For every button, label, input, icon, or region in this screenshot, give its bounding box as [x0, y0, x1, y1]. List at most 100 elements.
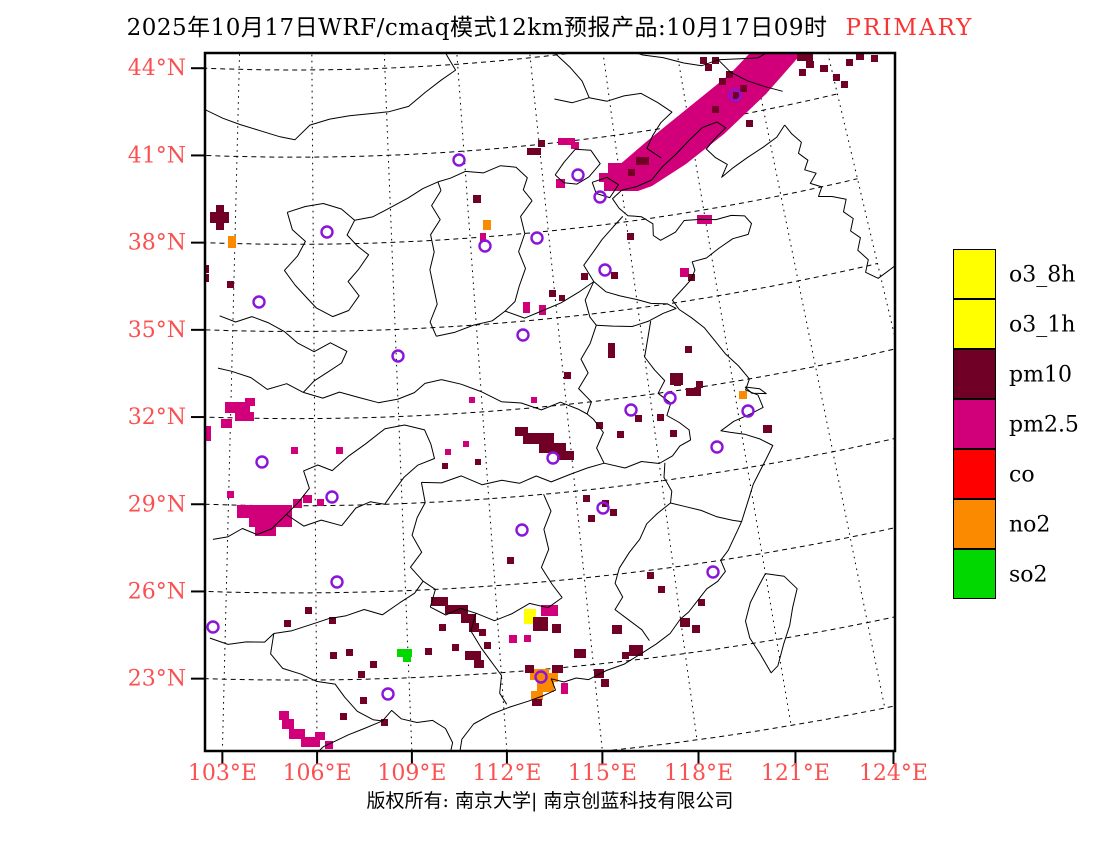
legend-swatch-pm10 — [953, 349, 996, 399]
pollutant-cell-d — [680, 618, 690, 627]
pollutant-cell-d — [705, 64, 712, 71]
pollutant-cell-o — [739, 391, 747, 399]
pollutant-cell-d — [799, 69, 806, 76]
legend-item-o3_1h: o3_1h — [953, 299, 1100, 350]
pm25-band-region — [604, 53, 802, 191]
lat-label-23: 23°N — [128, 667, 186, 692]
pollutant-cell-d — [523, 433, 554, 444]
province-boundaries — [205, 53, 895, 751]
city-marker-ring — [593, 190, 607, 204]
parallel-32 — [205, 348, 895, 420]
pollutant-cell-d — [532, 699, 542, 706]
lat-label-29: 29°N — [128, 492, 186, 517]
pollutant-cell-d — [515, 427, 528, 436]
pollutant-cell-o — [228, 236, 236, 248]
boundary-line — [219, 315, 348, 393]
pollutant-cell-d — [581, 273, 588, 280]
pollutant-cell-d — [594, 669, 604, 678]
copyright-footer: 版权所有: 南京大学| 南京创蓝科技有限公司 — [0, 786, 1100, 813]
city-marker-ring — [320, 225, 334, 239]
city-marker-ring — [706, 565, 720, 579]
pollutant-cell-d — [846, 59, 853, 66]
pollutant-cell-d — [205, 274, 209, 282]
pollutant-cell-d — [216, 205, 224, 230]
pollutant-cell-d — [806, 61, 814, 68]
legend-label-o3_1h: o3_1h — [1009, 312, 1076, 338]
city-marker-ring — [516, 328, 530, 342]
pollutant-cell-p — [235, 412, 254, 421]
pollutant-cell-d — [552, 665, 563, 673]
pollutant-cell-p — [282, 719, 294, 729]
pollutant-cell-d — [841, 81, 848, 88]
legend-label-co: co — [1009, 462, 1035, 488]
pollutant-cell-p — [541, 605, 558, 616]
legend-item-pm25: pm2.5 — [953, 399, 1100, 450]
pollutant-cell-p — [291, 447, 298, 454]
city-markers — [206, 88, 755, 701]
city-marker-ring — [534, 670, 548, 684]
city-marker-ring — [381, 687, 395, 701]
lat-label-26: 26°N — [128, 579, 186, 604]
legend-label-no2: no2 — [1009, 512, 1051, 538]
city-marker-ring — [741, 404, 755, 418]
pollutant-cell-g — [397, 649, 412, 657]
pollutant-cell-d — [686, 388, 701, 396]
pollutant-cell-d — [205, 265, 209, 273]
pollutant-cell-p — [279, 711, 289, 720]
pollutant-cell-d — [507, 557, 514, 564]
pollutant-cell-d — [559, 295, 565, 301]
pollutant-cell-d — [527, 148, 541, 155]
pollutant-cell-d — [445, 605, 468, 614]
boundary-line — [273, 482, 426, 634]
meridian-103 — [221, 53, 241, 751]
map-frame — [203, 51, 897, 753]
pollutant-cell-p — [561, 683, 568, 694]
pollutant-cell-d — [833, 74, 840, 81]
pollutant-cell-d — [657, 414, 664, 421]
pollutant-cell-d — [227, 281, 234, 288]
boundary-line — [504, 200, 533, 312]
pollutant-cell-p — [523, 302, 530, 313]
city-marker-ring — [325, 490, 339, 504]
legend: o3_8h o3_1h pm10 pm2.5 co no2 so2 — [953, 249, 1100, 600]
lon-label-118: 118°E — [664, 761, 733, 786]
pollutant-cell-d — [305, 607, 312, 614]
boundary-line — [341, 424, 435, 527]
pollutant-cells — [205, 53, 878, 749]
pollutant-cell-d — [474, 660, 484, 668]
pollutant-cell-p — [531, 397, 537, 403]
pollutant-cell-d — [628, 169, 635, 176]
boundary-line — [441, 379, 588, 415]
pollutant-cell-d — [698, 599, 705, 606]
meridian-127 — [827, 53, 895, 340]
primary-tag: PRIMARY — [845, 15, 974, 41]
pollutant-cell-d — [726, 71, 733, 78]
city-marker-ring — [728, 88, 742, 102]
pollutant-cell-p — [480, 233, 486, 242]
legend-item-no2: no2 — [953, 499, 1100, 550]
parallel-35 — [205, 263, 878, 332]
boundary-line — [717, 59, 783, 92]
pollutant-cell-d — [674, 379, 681, 386]
lat-label-41: 41°N — [128, 143, 186, 168]
boundary-line — [354, 181, 442, 221]
pollutant-cell-d — [533, 617, 548, 631]
city-marker-ring — [598, 263, 612, 277]
pollutant-cell-d — [692, 625, 700, 633]
boundary-line — [430, 597, 563, 622]
boundary-line — [303, 379, 442, 404]
legend-label-pm25: pm2.5 — [1009, 412, 1079, 438]
pollutant-cell-p — [509, 635, 517, 643]
boundary-line — [584, 281, 597, 326]
pollutant-cell-d — [431, 597, 448, 606]
parallel-20 — [599, 705, 895, 751]
pollutant-cell-p — [336, 447, 343, 454]
pollutant-cell-g — [403, 655, 411, 662]
lon-label-112: 112°E — [472, 761, 541, 786]
pollutant-cell-p — [227, 491, 234, 498]
boundary-line — [644, 320, 692, 441]
boundary-line — [205, 53, 457, 141]
pollutant-cell-p — [249, 517, 292, 527]
pollutant-cell-d — [636, 157, 649, 165]
